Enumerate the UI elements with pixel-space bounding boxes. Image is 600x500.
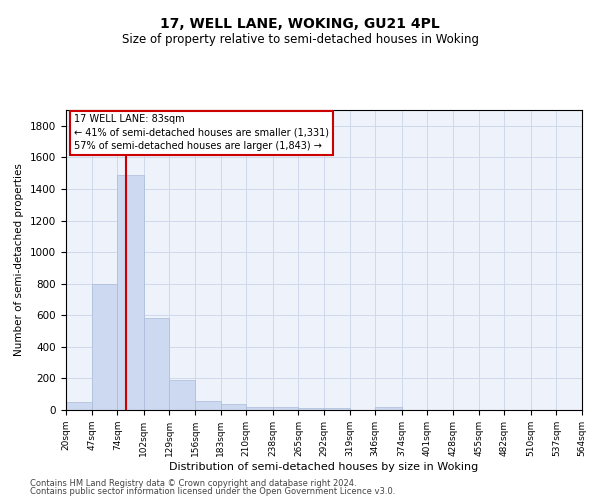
Bar [246, 407, 273, 410]
Bar [117, 174, 144, 410]
Text: 17, WELL LANE, WOKING, GU21 4PL: 17, WELL LANE, WOKING, GU21 4PL [160, 18, 440, 32]
Y-axis label: Number of semi-detached properties: Number of semi-detached properties [14, 164, 25, 356]
Text: 17 WELL LANE: 83sqm
← 41% of semi-detached houses are smaller (1,331)
57% of sem: 17 WELL LANE: 83sqm ← 41% of semi-detach… [74, 114, 329, 151]
Bar [66, 402, 92, 410]
Text: Contains public sector information licensed under the Open Government Licence v3: Contains public sector information licen… [30, 487, 395, 496]
X-axis label: Distribution of semi-detached houses by size in Woking: Distribution of semi-detached houses by … [169, 462, 479, 471]
Text: Contains HM Land Registry data © Crown copyright and database right 2024.: Contains HM Land Registry data © Crown c… [30, 478, 356, 488]
Bar [298, 408, 324, 410]
Bar [375, 407, 402, 410]
Bar [221, 404, 246, 410]
Bar [144, 318, 169, 410]
Bar [92, 284, 117, 410]
Bar [169, 380, 195, 410]
Text: Size of property relative to semi-detached houses in Woking: Size of property relative to semi-detach… [121, 32, 479, 46]
Bar [324, 408, 350, 410]
Bar [273, 407, 298, 410]
Bar [195, 400, 221, 410]
